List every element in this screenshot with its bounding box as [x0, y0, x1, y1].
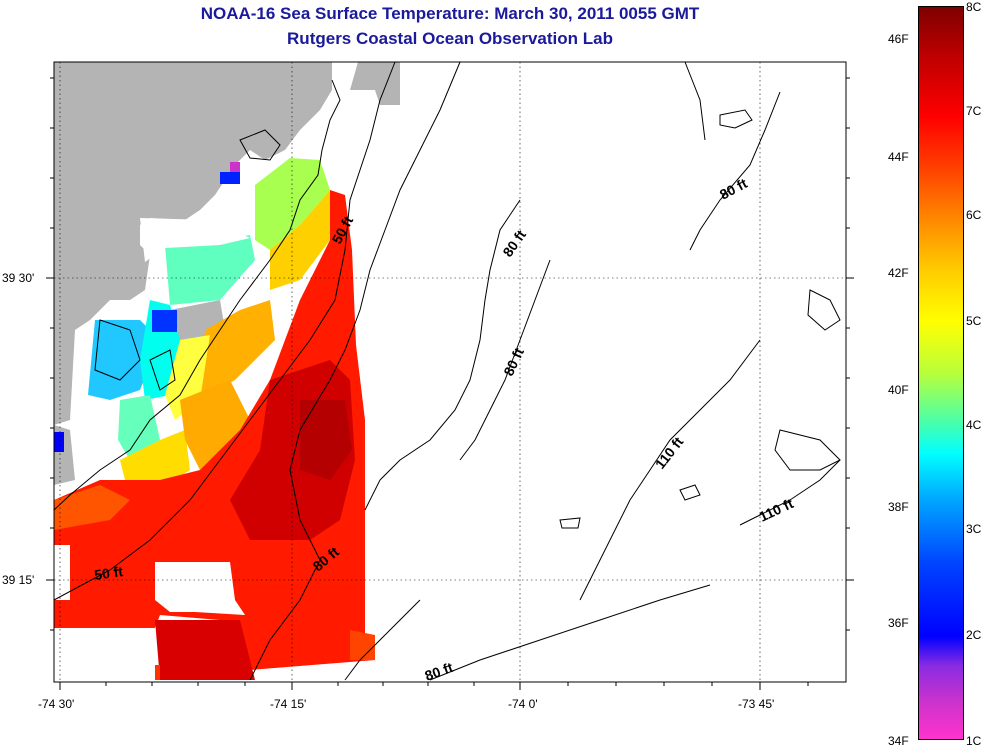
no-data — [54, 628, 155, 680]
lon-label: -74 30' — [38, 697, 75, 711]
colorbar-fahrenheit-label: 44F — [888, 150, 909, 164]
map-frame — [53, 61, 847, 683]
colorbar-fahrenheit-label: 46F — [888, 32, 909, 46]
no-data — [54, 545, 70, 600]
graticule — [54, 62, 846, 682]
lat-label: 39 15' — [2, 573, 35, 587]
colorbar-celsius-label: 3C — [966, 522, 982, 536]
colorbar-fahrenheit-label: 38F — [888, 500, 909, 514]
colorbar — [918, 6, 964, 740]
colorbar-celsius-label: 8C — [966, 0, 982, 14]
colorbar-fahrenheit-label: 42F — [888, 266, 909, 280]
lat-label: 39 30' — [2, 271, 35, 285]
lon-label: -73 45' — [738, 697, 775, 711]
land-patch — [350, 62, 400, 105]
colorbar-fahrenheit-label: 40F — [888, 383, 909, 397]
colorbar-fahrenheit-label: 34F — [888, 734, 909, 748]
contour-label: 50 ft — [93, 563, 124, 583]
colorbar-celsius-label: 4C — [966, 418, 982, 432]
map-title: NOAA-16 Sea Surface Temperature: March 3… — [200, 4, 700, 23]
colorbar-fahrenheit-label: 36F — [888, 616, 909, 630]
colorbar-celsius-label: 5C — [966, 314, 982, 328]
lon-label: -74 15' — [270, 697, 307, 711]
axis-ticks — [46, 77, 854, 690]
colorbar-celsius-label: 7C — [966, 104, 982, 118]
no-data — [155, 562, 245, 615]
sst-field — [54, 158, 375, 680]
lon-label: -74 0' — [508, 697, 538, 711]
no-data — [140, 218, 250, 262]
map-subtitle: Rutgers Coastal Ocean Observation Lab — [287, 29, 613, 48]
colorbar-celsius-label: 1C — [966, 734, 982, 748]
land-mass — [54, 62, 332, 425]
colorbar-celsius-label: 2C — [966, 628, 982, 642]
bathymetry-contours — [53, 61, 841, 681]
colorbar-celsius-label: 6C — [966, 208, 982, 222]
